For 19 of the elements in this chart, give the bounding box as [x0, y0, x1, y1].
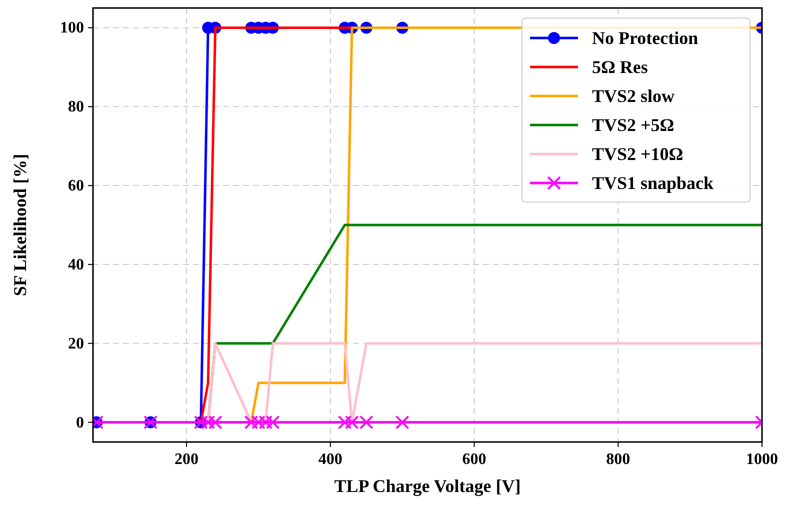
- x-tick-label: 800: [606, 451, 630, 468]
- legend-label: TVS2 +10Ω: [592, 144, 684, 164]
- y-axis-title: SF Likelihood [%]: [10, 154, 30, 296]
- y-tick-label: 100: [60, 20, 84, 37]
- x-axis-title: TLP Charge Voltage [V]: [334, 476, 521, 496]
- legend-label: TVS1 snapback: [592, 173, 714, 193]
- legend-label: TVS2 +5Ω: [592, 115, 674, 135]
- y-tick-label: 80: [68, 98, 84, 116]
- legend-label: TVS2 slow: [592, 86, 675, 106]
- legend-label: 5Ω Res: [592, 57, 648, 77]
- y-tick-label: 40: [68, 256, 84, 274]
- x-tick-label: 200: [174, 451, 199, 468]
- x-tick-label: 400: [318, 451, 342, 468]
- y-tick-label: 0: [76, 414, 84, 432]
- legend-label: No Protection: [592, 28, 698, 48]
- y-tick-label: 60: [68, 178, 84, 195]
- x-tick-label: 600: [462, 451, 486, 468]
- y-tick-label: 20: [68, 335, 84, 352]
- x-tick-label: 1000: [746, 451, 778, 468]
